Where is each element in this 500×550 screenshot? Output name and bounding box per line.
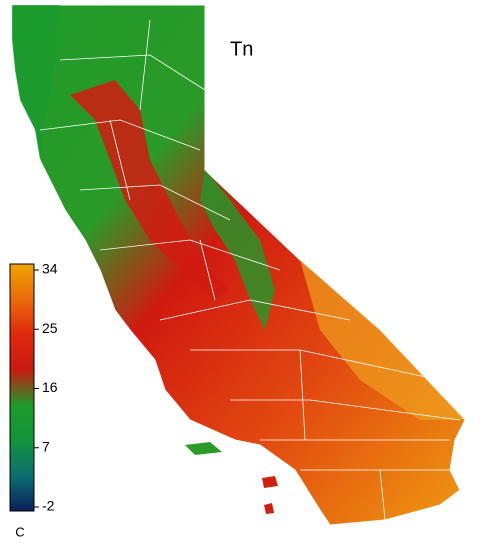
channel-island bbox=[264, 503, 274, 514]
colorbar-tick-label: 16 bbox=[42, 379, 58, 395]
colorbar-tick-label: 34 bbox=[42, 261, 58, 277]
map-title: Tn bbox=[230, 38, 253, 60]
sierra-nevada bbox=[200, 170, 275, 330]
north-coast bbox=[12, 5, 60, 160]
county-lines bbox=[39, 19, 461, 521]
desert bbox=[300, 260, 465, 420]
channel-island bbox=[262, 476, 278, 488]
colorbar-tick-label: 25 bbox=[42, 320, 58, 336]
california-map bbox=[11, 4, 466, 526]
colorbar bbox=[9, 263, 35, 512]
central-valley bbox=[70, 80, 230, 300]
colorbar-tick-label: 7 bbox=[42, 438, 50, 454]
colorbar-unit: C bbox=[15, 524, 24, 539]
colorbar-tick-label: -2 bbox=[42, 498, 55, 514]
channel-island bbox=[185, 442, 222, 455]
